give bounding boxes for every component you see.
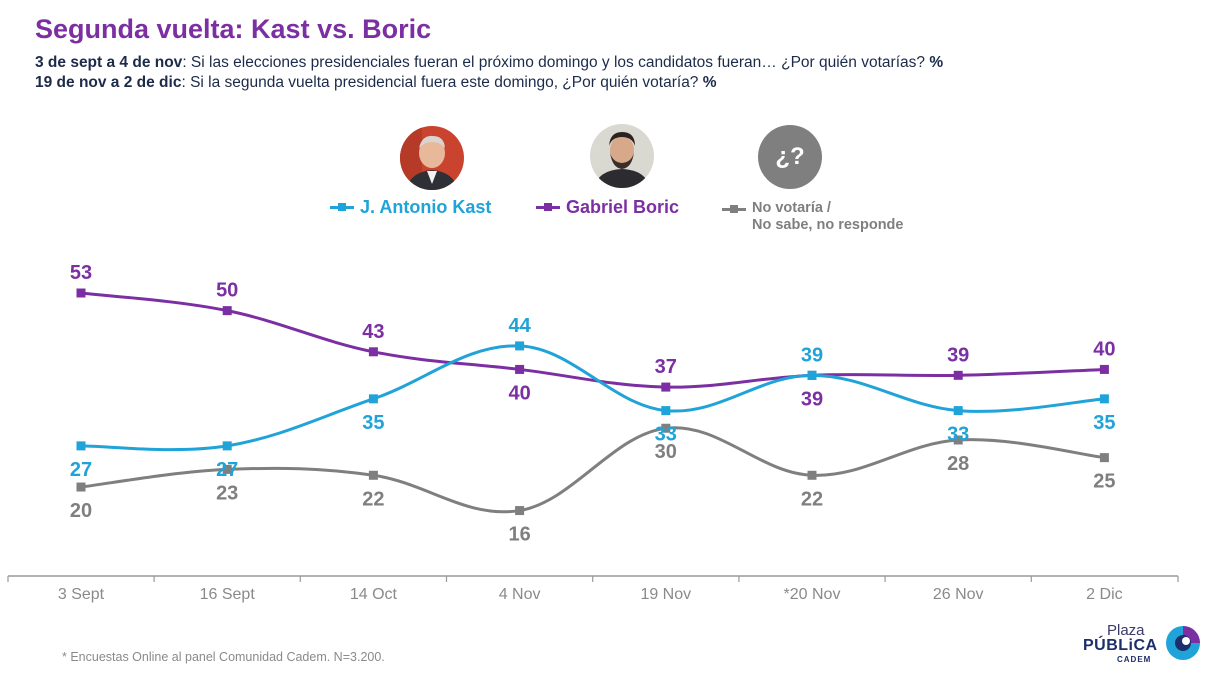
data-label-kast: 27: [70, 459, 92, 481]
x-tick-label: *20 Nov: [784, 586, 841, 603]
subtitle-1-period: 3 de sept a 4 de nov: [35, 54, 183, 71]
data-point-boric: [76, 288, 86, 298]
data-point-boric: [953, 370, 963, 380]
legend-no-vota-line2: No sabe, no responde: [752, 217, 904, 233]
data-label-no-vota: 22: [801, 488, 823, 510]
data-label-kast: 33: [947, 424, 969, 446]
data-point-boric: [515, 364, 525, 374]
data-label-boric: 37: [655, 356, 677, 378]
legend-no-vota: No votaría / No sabe, no responde: [722, 198, 903, 234]
data-point-boric: [222, 306, 232, 316]
data-point-kast: [222, 441, 232, 451]
logo-line1: Plaza: [1107, 622, 1145, 639]
data-label-boric: 53: [70, 262, 92, 284]
data-point-kast: [953, 406, 963, 416]
subtitle-1-text: : Si las elecciones presidenciales fuera…: [182, 54, 925, 71]
x-tick-label: 19 Nov: [640, 586, 691, 603]
subtitle-2-period: 19 de nov a 2 de dic: [35, 74, 182, 91]
data-label-no-vota: 25: [1093, 471, 1115, 493]
data-point-no-vota: [661, 423, 671, 433]
data-point-boric: [1099, 364, 1109, 374]
data-label-kast: 44: [508, 315, 531, 337]
logo-line3: CADEM: [1117, 655, 1152, 664]
chart-title: Segunda vuelta: Kast vs. Boric: [35, 14, 432, 44]
data-label-kast: 35: [1093, 412, 1115, 434]
boric-avatar: [590, 124, 654, 188]
data-label-boric: 40: [508, 382, 530, 404]
data-label-no-vota: 22: [362, 488, 384, 510]
data-point-boric: [368, 347, 378, 357]
data-label-boric: 39: [801, 388, 823, 410]
plaza-publica-logo: Plaza PÚBLiCA CADEM: [1080, 622, 1205, 666]
x-tick-label: 4 Nov: [499, 586, 541, 603]
question-icon: ¿?: [775, 143, 805, 170]
subtitle-1-unit: %: [929, 54, 944, 71]
data-label-boric: 39: [947, 344, 969, 366]
series-line-boric: [80, 291, 1105, 389]
series-line-no-vota: [80, 426, 1105, 514]
data-label-no-vota: 20: [70, 500, 92, 522]
legend-kast-swatch: [330, 203, 354, 211]
subtitle-question-2: 19 de nov a 2 de dic: Si la segunda vuel…: [35, 74, 717, 92]
data-point-no-vota: [807, 470, 817, 480]
legend-kast: J. Antonio Kast: [330, 196, 491, 218]
data-point-no-vota: [515, 506, 525, 516]
kast-avatar: [400, 126, 464, 190]
data-point-no-vota: [1099, 453, 1109, 463]
data-point-kast: [1099, 394, 1109, 404]
legend-boric: Gabriel Boric: [536, 196, 679, 218]
legend-no-vota-label: No votaría / No sabe, no responde: [752, 200, 903, 234]
series-line-kast: [80, 344, 1105, 452]
data-label-boric: 40: [1093, 338, 1115, 360]
legend-no-vota-line1: No votaría /: [752, 200, 831, 216]
unknown-avatar: ¿?: [758, 125, 822, 189]
data-label-boric: 50: [216, 280, 238, 302]
kast-portrait-icon: [400, 126, 464, 190]
logo-swirl-icon: [1166, 626, 1200, 660]
data-point-kast: [515, 341, 525, 351]
data-point-kast: [368, 394, 378, 404]
data-point-no-vota: [222, 464, 232, 474]
data-label-no-vota: 23: [216, 482, 238, 504]
subtitle-2-unit: %: [702, 74, 717, 91]
legend-boric-swatch: [536, 203, 560, 211]
data-point-no-vota: [953, 435, 963, 445]
data-label-kast: 33: [655, 424, 677, 446]
x-tick-label: 2 Dic: [1086, 586, 1122, 603]
data-point-kast: [661, 406, 671, 416]
legend-no-vota-swatch: [722, 205, 746, 213]
data-point-kast: [807, 370, 817, 380]
x-tick-label: 14 Oct: [350, 586, 398, 603]
legend-boric-label: Gabriel Boric: [566, 197, 680, 217]
x-tick-label: 26 Nov: [933, 586, 984, 603]
data-point-kast: [76, 441, 86, 451]
logo-line2: PÚBLiCA: [1083, 637, 1158, 654]
data-label-no-vota: 30: [655, 441, 677, 463]
data-point-no-vota: [368, 470, 378, 480]
data-point-boric: [661, 382, 671, 392]
subtitle-2-text: : Si la segunda vuelta presidencial fuer…: [181, 74, 699, 91]
data-label-kast: 27: [216, 459, 238, 481]
legend-kast-label: J. Antonio Kast: [360, 197, 492, 217]
data-label-no-vota: 28: [947, 453, 969, 475]
footnote: * Encuestas Online al panel Comunidad Ca…: [62, 650, 385, 664]
data-label-kast: 39: [801, 344, 823, 366]
subtitle-question-1: 3 de sept a 4 de nov: Si las elecciones …: [35, 54, 943, 72]
data-label-kast: 35: [362, 412, 384, 434]
boric-portrait-icon: [590, 124, 654, 188]
data-label-boric: 43: [362, 321, 384, 343]
x-tick-label: 3 Sept: [58, 586, 105, 603]
data-point-no-vota: [76, 482, 86, 492]
data-label-no-vota: 16: [508, 524, 530, 546]
x-tick-label: 16 Sept: [200, 586, 256, 603]
